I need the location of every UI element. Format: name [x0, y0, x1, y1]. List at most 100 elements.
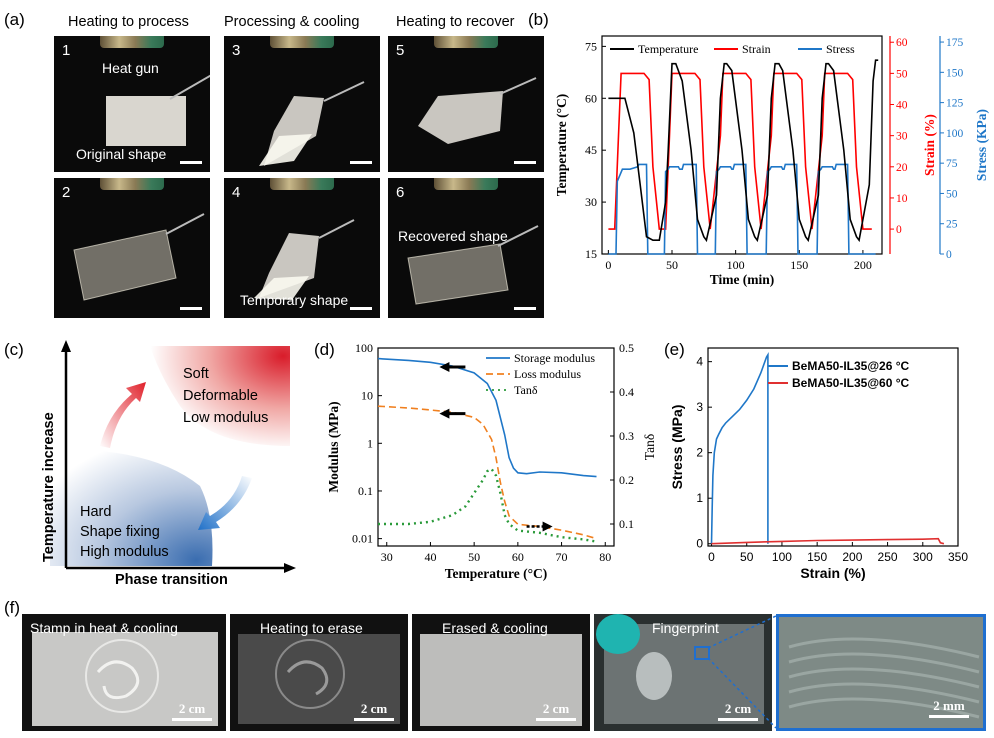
- x-tick-label: 70: [556, 550, 568, 564]
- scale-bar: [180, 161, 202, 164]
- x-tick-label: 200: [854, 258, 872, 272]
- y3-tick-label: 125: [946, 98, 964, 110]
- y-arrowhead-icon: [61, 340, 71, 352]
- erasing-film: [238, 634, 400, 724]
- heat-gun-nozzle: [100, 178, 164, 190]
- series-line: [711, 537, 945, 545]
- panel-label-d: (d): [314, 340, 335, 359]
- photo-label: Heating to erase: [260, 620, 363, 636]
- series-line: [377, 357, 597, 478]
- y2-tick-label: 0.4: [619, 385, 634, 399]
- y-tick-label: 100: [355, 341, 373, 355]
- x-tick-label: 250: [878, 550, 898, 564]
- scale-bar: 2 cm: [718, 701, 758, 721]
- y-axis-title: Temperature increase: [41, 412, 57, 562]
- legend-label: Storage modulus: [514, 351, 595, 365]
- y-axis-label: Modulus (MPa): [326, 401, 341, 492]
- y-tick-label: 3: [696, 400, 703, 414]
- x-tick-label: 100: [727, 258, 745, 272]
- y-tick-label: 15: [585, 247, 597, 261]
- folded-film: [259, 81, 365, 166]
- heating-arrow-icon: [100, 382, 146, 448]
- arrowhead-icon: [542, 521, 553, 532]
- y2-tick-label: 40: [896, 100, 908, 112]
- y-tick-label: 0.1: [358, 484, 373, 498]
- x-arrowhead-icon: [284, 563, 296, 573]
- x-tick-label: 150: [790, 258, 808, 272]
- softened-film: [73, 213, 205, 301]
- legend-label: Strain: [742, 42, 771, 56]
- soft-label: Soft: [183, 366, 209, 382]
- y-tick-label: 4: [696, 355, 703, 369]
- y-tick-label: 30: [585, 195, 597, 209]
- soft-region: [150, 346, 290, 446]
- legend-label: Stress: [826, 42, 855, 56]
- y-tick-label: 2: [696, 446, 703, 460]
- chart-e-stress-strain: 0 50 100 150 200 250 300 350 0 1 2 3 4 BeMA50-IL35@26…: [669, 347, 968, 581]
- x-axis-title: Phase transition: [115, 572, 228, 586]
- photo-processing: 3: [224, 36, 380, 172]
- arrowhead-icon: [439, 408, 450, 419]
- photo-label: Stamp in heat & cooling: [30, 620, 178, 636]
- panel-label-a: (a): [4, 10, 25, 29]
- temporary-shape-label: Temporary shape: [240, 292, 349, 308]
- y-tick-label: 10: [361, 389, 373, 403]
- stamped-film: [32, 632, 218, 726]
- y-tick-label: 45: [585, 143, 597, 157]
- y3-tick-label: 50: [946, 188, 958, 200]
- plot-frame: [601, 35, 883, 255]
- shape-fixing-label: Shape fixing: [80, 524, 160, 540]
- recovered-film: [407, 225, 539, 305]
- photo-erased: Erased & cooling 2 cm: [412, 614, 590, 731]
- folded-film: [254, 219, 355, 300]
- y2-tick-label: 0: [896, 224, 902, 236]
- photo-fingerprint-zoom: 2 mm: [776, 614, 986, 731]
- photo-stamp: Stamp in heat & cooling 2 cm: [22, 614, 226, 731]
- recovered-shape-label: Recovered shape: [398, 228, 508, 244]
- y3-axis-label: Stress (KPa): [974, 109, 989, 181]
- scale-bar: [514, 161, 536, 164]
- panel-label-f: (f): [4, 598, 21, 617]
- heat-gun-nozzle: [270, 178, 334, 190]
- y-axis-label: Temperature (°C): [554, 94, 569, 197]
- photo-temporary-shape: 4 Temporary shape: [224, 178, 380, 318]
- zoom-connector-lines: [707, 615, 777, 729]
- y3-tick-label: 150: [946, 67, 964, 79]
- x-tick-label: 80: [599, 550, 611, 564]
- y3-tick-label: 25: [946, 219, 958, 231]
- deformable-label: Deformable: [183, 388, 258, 404]
- photo-number: 2: [62, 184, 71, 201]
- clamp-wire: [169, 73, 210, 100]
- x-tick-label: 0: [708, 550, 715, 564]
- photo-heating-erase: Heating to erase 2 cm: [230, 614, 408, 731]
- photo-number: 1: [62, 42, 71, 59]
- y2-axis-label: Strain (%): [922, 114, 937, 176]
- x-tick-label: 60: [512, 550, 524, 564]
- y-tick-label: 0: [696, 537, 703, 551]
- cooling-arrow-icon: [198, 476, 252, 530]
- scale-bar: 2 mm: [929, 698, 969, 718]
- y3-tick-label: 100: [946, 128, 964, 140]
- x-tick-label: 50: [468, 550, 480, 564]
- panel-label-c: (c): [4, 340, 24, 359]
- scale-bar: [350, 307, 372, 310]
- photo-label: Erased & cooling: [442, 620, 548, 636]
- x-tick-label: 200: [842, 550, 862, 564]
- y3-tick-label: 0: [946, 249, 952, 261]
- column-title-heating-to-recover: Heating to recover: [396, 14, 515, 30]
- x-tick-label: 150: [807, 550, 827, 564]
- y2-tick-label: 30: [896, 131, 908, 143]
- photo-recovered-shape: 6 Recovered shape: [388, 178, 544, 318]
- plot-frame: [377, 347, 615, 547]
- photo-label: Fingerprint: [652, 620, 719, 636]
- low-modulus-label: Low modulus: [183, 410, 268, 426]
- original-shape-label: Original shape: [76, 146, 167, 162]
- legend-label: Tanδ: [514, 383, 538, 397]
- schematic-phase-transition: Temperature increase Phase transition So…: [41, 340, 296, 586]
- series-line: [377, 405, 597, 540]
- polymer-film: [106, 96, 186, 146]
- legend-label: BeMA50-IL35@26 °C: [792, 359, 910, 373]
- scale-bar: 2 cm: [172, 701, 212, 721]
- legend-label: Temperature: [638, 42, 698, 56]
- fingerprint-ridges: [788, 637, 980, 719]
